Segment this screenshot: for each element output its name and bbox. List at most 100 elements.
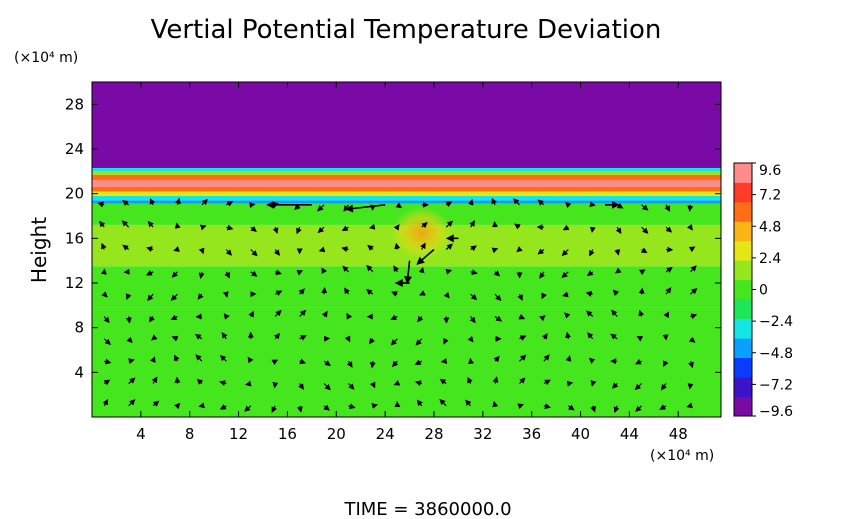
vector-arrow (174, 402, 181, 410)
heatmap-band-6 (92, 191, 721, 196)
colorbar-segment (734, 299, 752, 320)
vector-arrow (365, 289, 374, 296)
vector-arrow (512, 198, 520, 206)
vector-field (97, 197, 698, 413)
colorbar-segment (734, 318, 752, 339)
vector-arrow (173, 246, 180, 252)
x-tick-label: 24 (376, 425, 395, 443)
x-unit-label: (×10⁴ m) (650, 448, 714, 464)
vector-arrow (371, 403, 378, 409)
y-tick-label: 24 (65, 140, 84, 158)
vector-arrow (369, 361, 376, 369)
vector-arrow (417, 315, 424, 323)
vector-arrow (245, 380, 252, 387)
vector-arrow (346, 312, 353, 320)
vector-arrow (272, 381, 279, 389)
vector-arrow (665, 226, 673, 233)
vector-arrow (585, 290, 593, 297)
heatmap-band-9 (92, 174, 721, 181)
vector-arrow (125, 316, 132, 324)
colorbar-segment (734, 396, 752, 417)
vector-arrow (249, 202, 256, 208)
vector-arrow (518, 313, 526, 320)
y-unit-label: (×10⁴ m) (14, 50, 78, 66)
colorbar: 9.6 7.2 4.8 2.4 0 −2.4 −4.8 −7.2 −9.6 (733, 162, 793, 420)
vector-arrow (219, 403, 227, 410)
vector-arrow (298, 383, 304, 390)
vector-arrow (344, 335, 351, 343)
vector-arrow (470, 245, 477, 252)
vector-arrow (197, 293, 204, 300)
heatmap-band-8 (92, 180, 721, 187)
vector-arrow (171, 271, 179, 278)
vector-arrow (641, 204, 649, 211)
vector-arrow (148, 315, 155, 323)
vector-arrow (250, 249, 258, 257)
vector-arrow (590, 380, 597, 387)
vector-arrow (147, 293, 154, 301)
vector-arrow (665, 266, 673, 273)
plot-frame (91, 81, 722, 418)
colorbar-segment (734, 377, 752, 397)
vector-arrow (323, 383, 331, 391)
x-tick-label: 12 (229, 425, 248, 443)
vector-arrow (688, 246, 696, 253)
y-axis-label: Height (27, 217, 51, 283)
vector-arrow (194, 333, 203, 340)
vector-arrow (226, 201, 234, 207)
vector-arrow (563, 312, 571, 319)
vector-arrow (390, 338, 398, 346)
vector-arrow (543, 354, 550, 362)
vector-arrow (469, 316, 476, 324)
time-footer: TIME = 3860000.0 (343, 499, 511, 519)
vector-arrow (690, 313, 698, 320)
vector-arrow (687, 204, 694, 212)
vector-arrow (565, 355, 572, 362)
vector-arrow (125, 293, 132, 301)
vector-arrow (514, 223, 521, 230)
vector-arrow (419, 290, 426, 296)
y-axis: 4 8 12 16 20 24 28 (65, 95, 721, 381)
vector-arrow (541, 332, 548, 340)
y-tick-label: 4 (74, 363, 84, 381)
vector-arrow (638, 287, 645, 295)
vector-arrow (470, 269, 478, 276)
vector-arrow (198, 247, 205, 255)
vector-arrow (321, 286, 328, 295)
vector-arrow (494, 293, 502, 302)
vector-arrow (299, 358, 307, 365)
vector-arrow (103, 379, 111, 386)
vector-arrow (687, 383, 694, 390)
heatmap-band-12 (92, 82, 721, 168)
vector-arrow (589, 226, 596, 234)
vector-arrow (101, 291, 108, 298)
vector-arrow (273, 249, 280, 256)
vector-arrow (491, 197, 497, 206)
vector-arrow (663, 360, 669, 367)
vector-arrow (590, 405, 596, 413)
vector-arrow (393, 379, 401, 386)
vector-arrow (299, 309, 307, 317)
vector-arrow (543, 379, 551, 386)
vector-arrow (469, 220, 476, 228)
x-tick-label: 32 (473, 425, 492, 443)
vector-arrow (537, 199, 545, 206)
vector-arrow (272, 226, 279, 234)
x-tick-label: 8 (185, 425, 195, 443)
vector-arrow (299, 335, 307, 341)
vector-arrow (147, 220, 154, 228)
vector-arrow (201, 198, 208, 206)
vector-arrow (686, 402, 693, 409)
heatmap-band-5 (92, 195, 721, 201)
vector-arrow (663, 311, 670, 319)
vector-arrow (341, 225, 349, 232)
vector-arrow (567, 404, 575, 411)
chart-title: Vertial Potential Temperature Deviation (151, 15, 662, 45)
vector-arrow (635, 359, 642, 365)
vector-arrow (102, 398, 109, 407)
vector-arrow (151, 334, 158, 341)
vector-arrow (393, 265, 400, 273)
vector-arrow (470, 293, 478, 301)
vector-arrow (170, 293, 178, 301)
vector-arrow (445, 220, 454, 228)
